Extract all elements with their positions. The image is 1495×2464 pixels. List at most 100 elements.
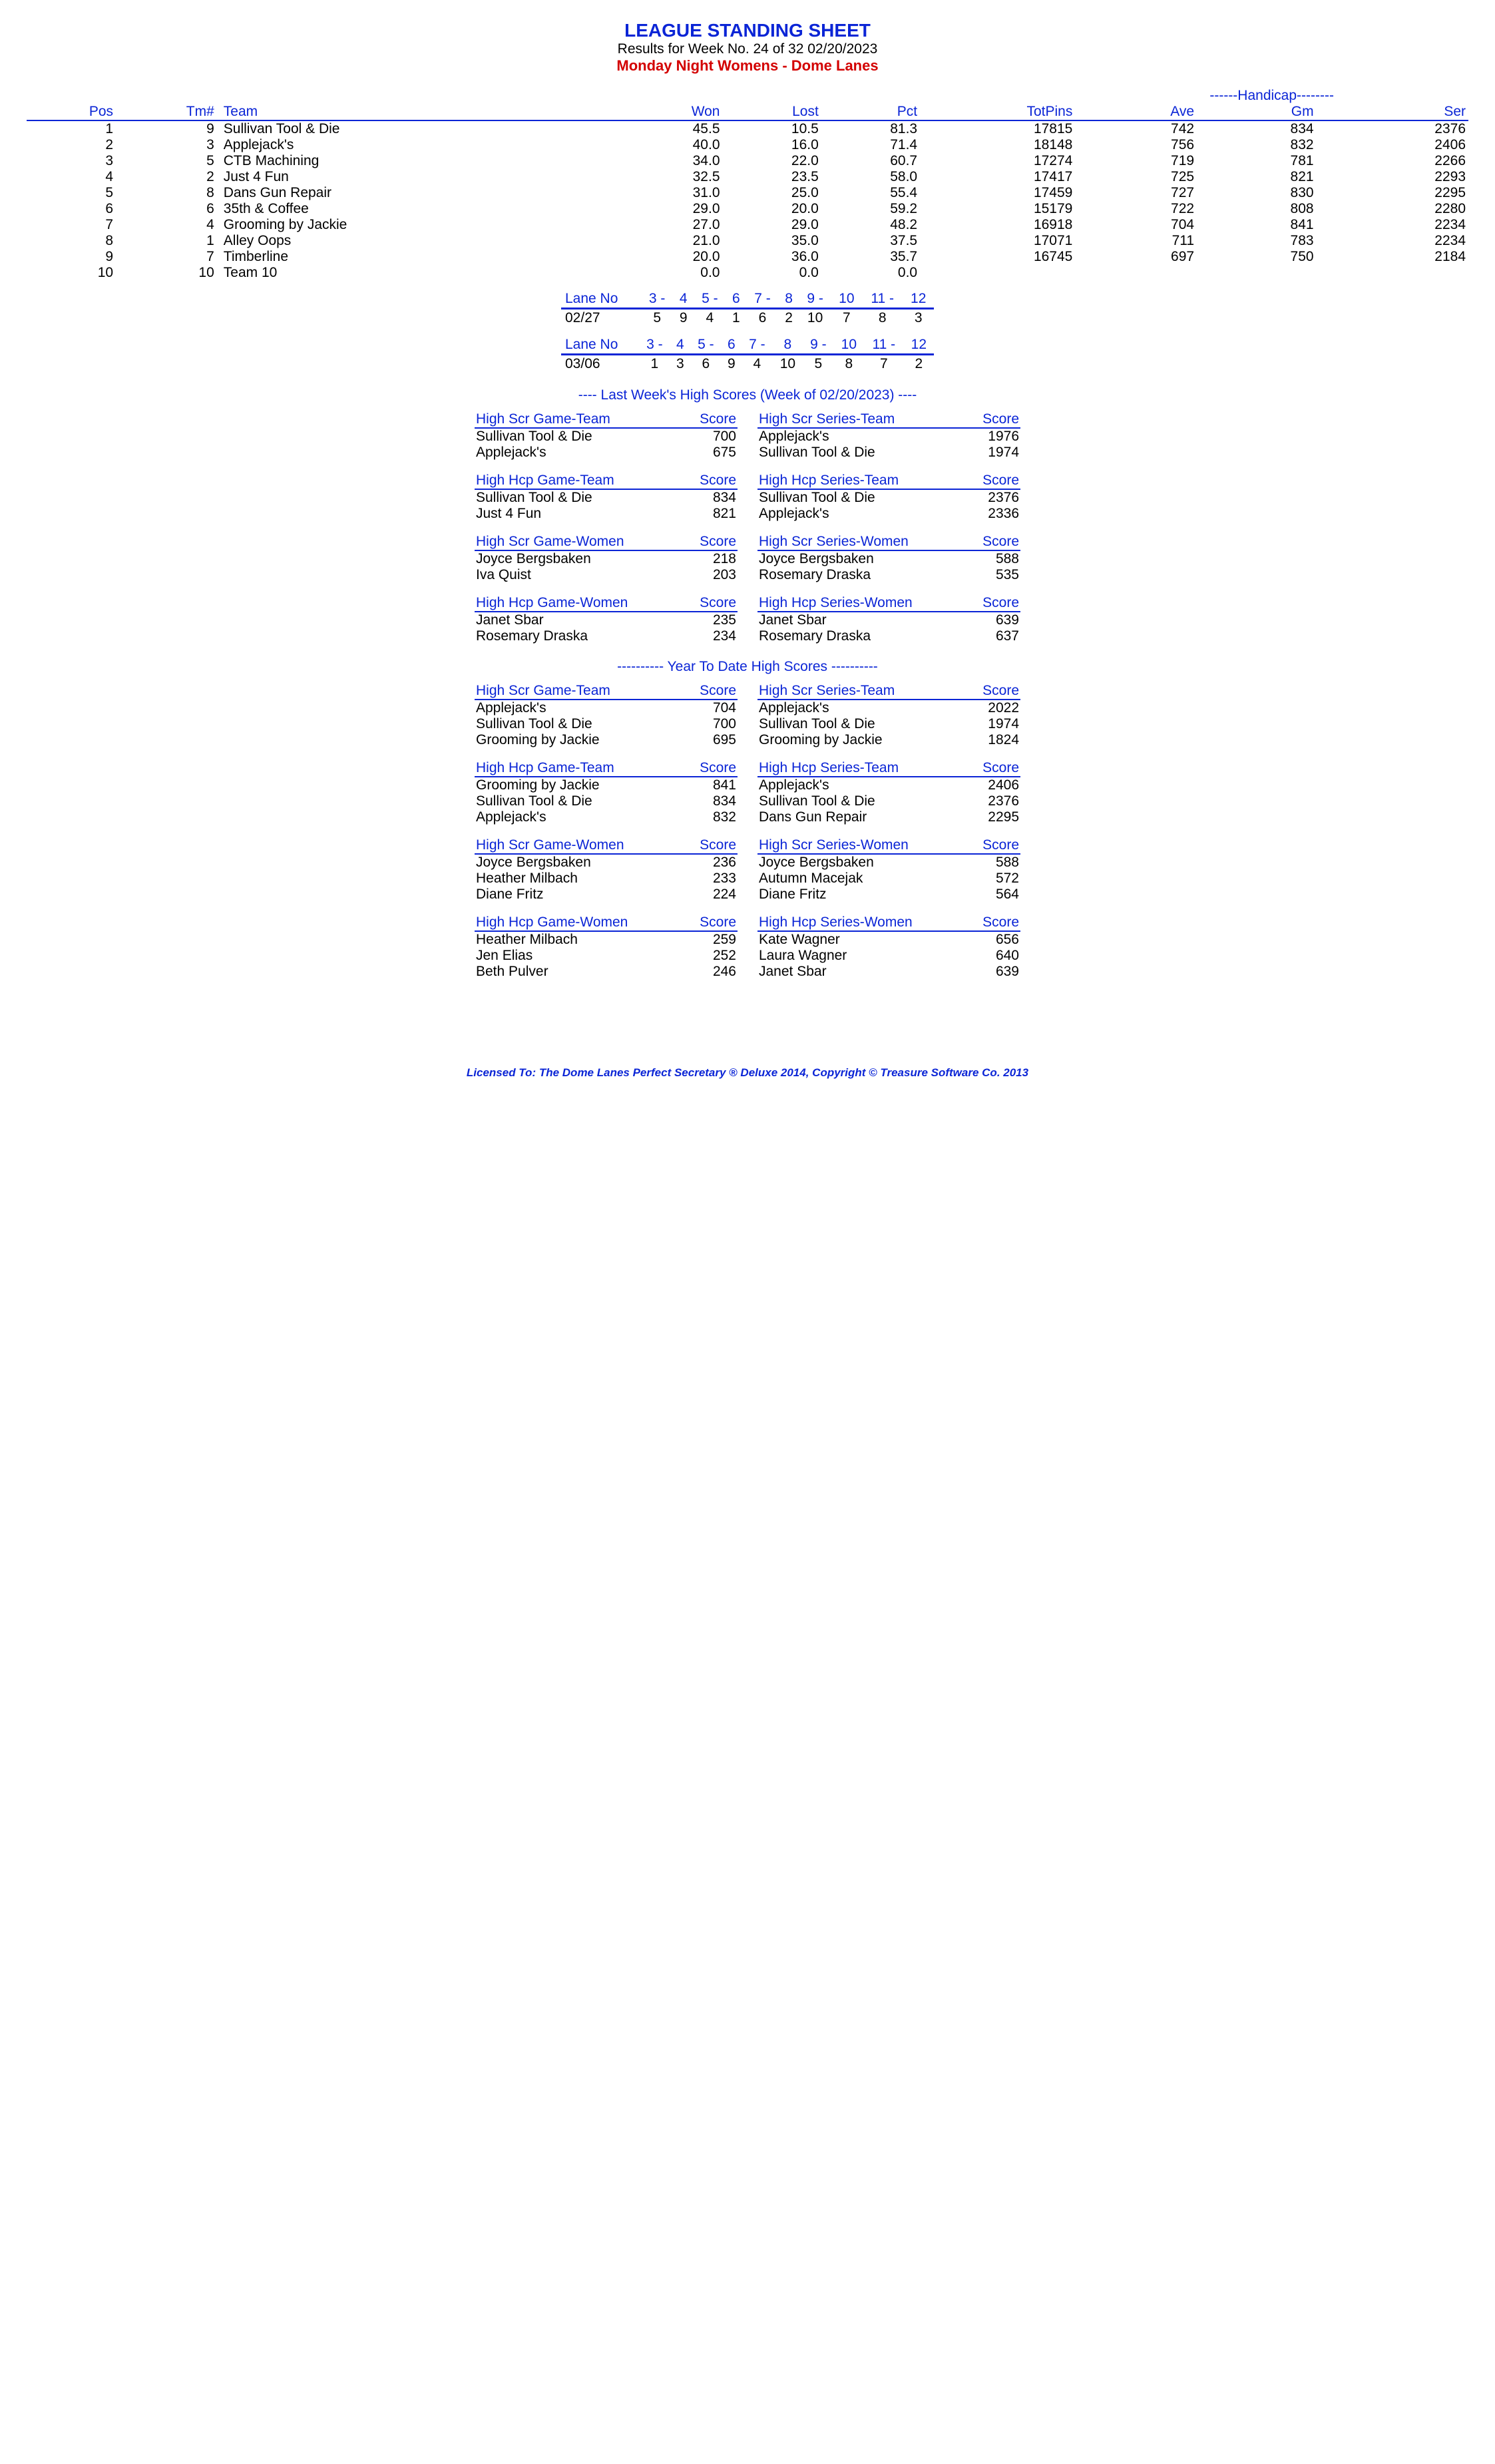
standings-cell: Just 4 Fun [217,169,620,185]
score-category: High Hcp Game-Team [475,473,680,489]
score-table: High Hcp Series-WomenScoreKate Wagner656… [757,915,1020,980]
lane-team: 6 [746,309,778,327]
lane-label: Lane No [561,336,639,355]
standings-cell: Alley Oops [217,233,620,249]
score-category: High Scr Series-Women [757,837,966,854]
score-header: Score [966,837,1020,854]
standings-cell: 17417 [920,169,1075,185]
lane-col: 12 [904,336,934,355]
standings-cell: 27.0 [620,217,722,233]
score-category: High Hcp Series-Team [757,760,964,777]
score-header: Score [680,760,738,777]
lane-col: 5 - [694,290,726,309]
score-row: Applejack's2336 [757,506,1020,522]
score-category: High Hcp Game-Women [475,915,684,931]
score-name: Grooming by Jackie [475,777,680,793]
score-name: Sullivan Tool & Die [757,793,964,809]
score-value: 1974 [962,445,1020,461]
col-totpins: TotPins [920,104,1075,120]
standings-header-row: Pos Tm# Team Won Lost Pct TotPins Ave Gm… [27,104,1468,120]
score-table: High Hcp Game-WomenScoreJanet Sbar235Ros… [475,595,738,644]
score-value: 700 [679,428,738,445]
score-value: 675 [679,445,738,461]
score-name: Sullivan Tool & Die [475,489,680,506]
score-header: Score [966,534,1020,550]
standings-cell: 4 [116,217,217,233]
lane-team: 7 [831,309,862,327]
standings-cell: 35th & Coffee [217,201,620,217]
standings-cell: Sullivan Tool & Die [217,120,620,137]
score-table: High Scr Series-TeamScoreApplejack's1976… [757,411,1020,461]
standings-cell: 40.0 [620,137,722,153]
score-value: 640 [968,948,1020,964]
score-row: Jen Elias252 [475,948,738,964]
score-name: Jen Elias [475,948,684,964]
standings-cell: 37.5 [821,233,920,249]
standings-row: 58Dans Gun Repair31.025.055.417459727830… [27,185,1468,201]
standings-row: 1010Team 100.00.00.0 [27,265,1468,281]
standings-cell: 5 [116,153,217,169]
score-pair: High Scr Game-Women Score Joyce Bergsbaken… [475,837,1020,903]
score-name: Sullivan Tool & Die [757,489,964,506]
score-category: High Scr Series-Women [757,534,966,550]
report-subtitle: Results for Week No. 24 of 32 02/20/2023 [27,41,1468,57]
lane-team: 9 [673,309,694,327]
standings-cell: 10 [27,265,116,281]
col-ser: Ser [1317,104,1468,120]
col-team: Team [217,104,620,120]
score-category: High Scr Game-Women [475,837,684,854]
standings-cell: 0.0 [723,265,821,281]
standings-cell: 711 [1075,233,1197,249]
lane-team: 3 [903,309,934,327]
col-pct: Pct [821,104,920,120]
lane-col: 10 [834,336,864,355]
score-row: Rosemary Draska535 [757,567,1020,583]
score-header: Score [680,473,738,489]
standings-row: 97Timberline20.036.035.7167456977502184 [27,249,1468,265]
score-value: 224 [684,887,738,903]
lane-date: 02/27 [561,309,641,327]
lane-col: 8 [773,336,803,355]
score-header: Score [684,915,738,931]
lane-col: 3 - [639,336,670,355]
score-name: Just 4 Fun [475,506,680,522]
score-row: Sullivan Tool & Die700 [475,716,738,732]
score-row: Joyce Bergsbaken236 [475,854,738,871]
lane-col: 9 - [799,290,831,309]
score-name: Janet Sbar [757,612,968,628]
score-table: High Hcp Series-TeamScoreSullivan Tool &… [757,473,1020,522]
standings-cell: 3 [116,137,217,153]
standings-cell [1075,265,1197,281]
lane-team: 4 [742,355,773,373]
score-table: High Scr Game-WomenScoreJoyce Bergsbaken… [475,837,738,903]
standings-cell: 10 [116,265,217,281]
standings-cell: 16918 [920,217,1075,233]
score-name: Applejack's [475,700,679,716]
standings-cell: 697 [1075,249,1197,265]
col-ave: Ave [1075,104,1197,120]
lane-team: 5 [641,309,673,327]
handicap-group-label: ------Handicap-------- [1075,88,1468,104]
score-category: High Scr Game-Team [475,411,679,428]
standings-cell: 48.2 [821,217,920,233]
score-row: Sullivan Tool & Die834 [475,793,738,809]
standings-cell: 32.5 [620,169,722,185]
standings-cell: Dans Gun Repair [217,185,620,201]
standings-table: ------Handicap-------- Pos Tm# Team Won … [27,88,1468,281]
score-row: Diane Fritz564 [757,887,1020,903]
standings-cell: 722 [1075,201,1197,217]
score-row: Laura Wagner640 [757,948,1020,964]
score-row: Heather Milbach259 [475,931,738,948]
standings-cell: 704 [1075,217,1197,233]
standings-row: 6635th & Coffee29.020.059.21517972280822… [27,201,1468,217]
score-name: Janet Sbar [757,964,968,980]
score-category: High Hcp Series-Women [757,595,968,612]
lane-date: 03/06 [561,355,639,373]
score-row: Sullivan Tool & Die1974 [757,445,1020,461]
standings-cell: 20.0 [620,249,722,265]
score-pair: High Hcp Game-TeamScoreGrooming by Jacki… [475,760,1020,825]
score-name: Sullivan Tool & Die [757,716,962,732]
score-name: Sullivan Tool & Die [475,428,679,445]
standings-row: 19Sullivan Tool & Die45.510.581.31781574… [27,120,1468,137]
report-header: LEAGUE STANDING SHEET Results for Week N… [27,20,1468,75]
